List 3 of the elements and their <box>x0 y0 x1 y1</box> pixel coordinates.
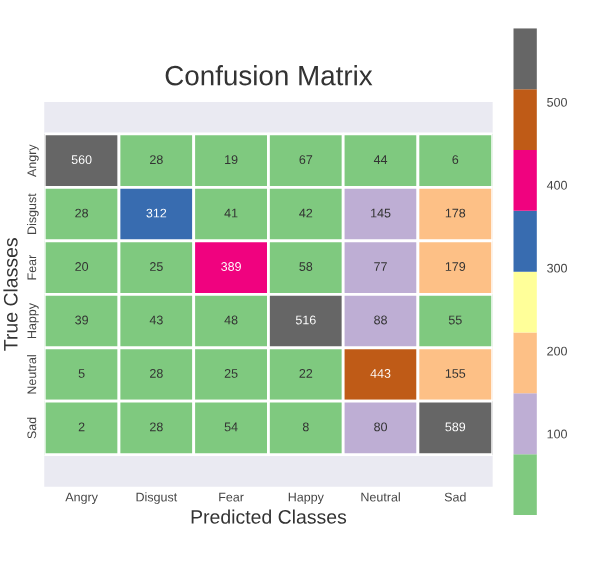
x-axis-title: Predicted Classes <box>191 509 347 524</box>
chart-title: Confusion Matrix <box>165 65 373 86</box>
y-axis-title: True Classes <box>3 238 18 351</box>
